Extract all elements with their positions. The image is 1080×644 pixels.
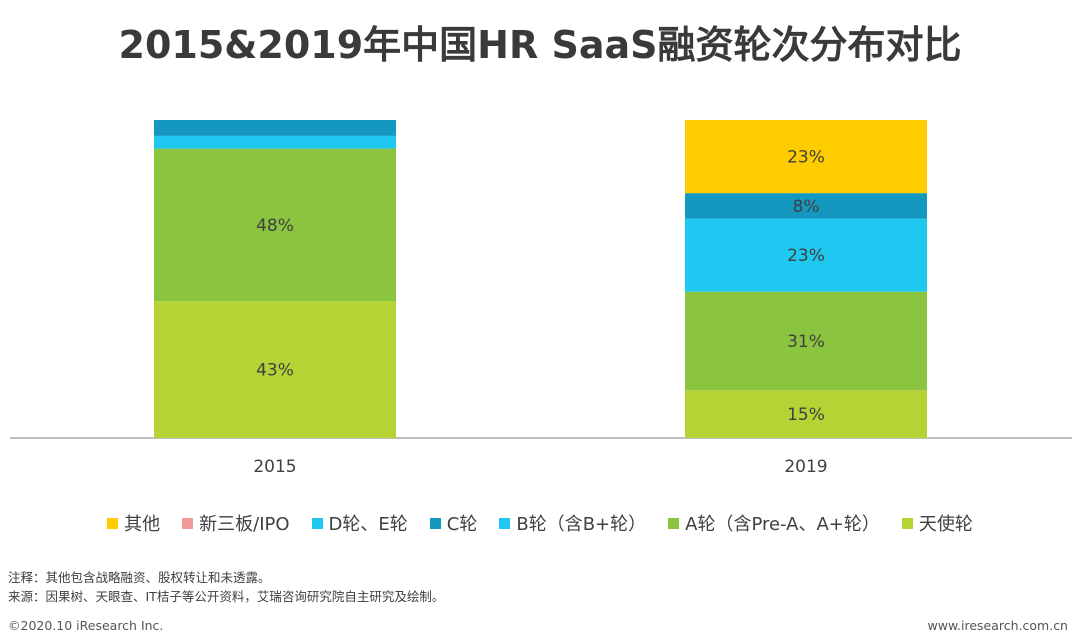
source-text: 来源：因果树、天眼查、IT桔子等公开资料，艾瑞咨询研究院自主研究及绘制。: [8, 589, 445, 604]
bar-segment-2015-A轮（含Pre-A、A+轮）: [154, 148, 396, 302]
data-label-2015-A轮（含Pre-A、A+轮）: 48%: [256, 216, 294, 236]
data-label-2019-其他: 23%: [787, 148, 825, 168]
bar-segment-2019-C轮: [685, 193, 927, 219]
stacked-bar-chart: 43% 48% 2015 15% 31% 23% 8% 23% 2019: [10, 120, 1072, 477]
legend-swatch: [499, 517, 511, 529]
legend-swatch: [107, 517, 119, 529]
notes-block: 注释：其他包含战略融资、股权转让和未透露。 来源：因果树、天眼查、IT桔子等公开…: [8, 568, 444, 606]
legend-item: A轮（含Pre-A、A+轮）: [668, 510, 880, 536]
chart-title: 2015&2019年中国HR SaaS融资轮次分布对比: [118, 23, 962, 67]
note-text: 注释：其他包含战略融资、股权转让和未透露。: [8, 570, 271, 585]
bar-segment-2019-A轮（含Pre-A、A+轮）: [685, 291, 927, 391]
legend-label: C轮: [446, 514, 478, 535]
legend-swatch: [311, 517, 323, 529]
legend-label: 其他: [124, 514, 161, 535]
legend-label: A轮（含Pre-A、A+轮）: [685, 514, 880, 535]
legend-item: 新三板/IPO: [182, 510, 290, 536]
legend-swatch: [901, 517, 913, 529]
chart-legend: 其他 新三板/IPO D轮、E轮 C轮 B轮（含B+轮） A轮（含Pre-A、A+轮） 天使…: [0, 510, 1080, 536]
bar-segment-2019-天使轮: [685, 390, 927, 438]
data-label-2019-A轮（含Pre-A、A+轮）: 31%: [787, 332, 825, 352]
bar-segment-2019-B轮（含B+轮）: [685, 218, 927, 292]
legend-swatch: [429, 517, 441, 529]
legend-swatch: [182, 517, 194, 529]
data-label-2019-B轮（含B+轮）: 23%: [787, 246, 825, 266]
legend-item: 天使轮: [901, 510, 973, 536]
legend-item: C轮: [429, 510, 478, 536]
legend-item: B轮（含B+轮）: [499, 510, 646, 536]
data-label-2019-C轮: 8%: [793, 197, 820, 217]
legend-item: D轮、E轮: [311, 510, 408, 536]
legend-label: D轮、E轮: [328, 514, 408, 535]
x-tick-label-2015: 2015: [253, 457, 296, 477]
x-tick-label-2019: 2019: [784, 457, 827, 477]
legend-label: 新三板/IPO: [199, 514, 290, 535]
bar-segment-2015-C轮: [154, 120, 396, 136]
legend-label: B轮（含B+轮）: [516, 514, 647, 535]
data-label-2019-天使轮: 15%: [787, 405, 825, 425]
bar-segment-2019-其他: [685, 120, 927, 194]
legend-item: 其他: [107, 510, 160, 536]
website-text: www.iresearch.com.cn: [927, 618, 1069, 633]
copyright-text: ©2020.10 iResearch Inc.: [8, 618, 164, 633]
legend-label: 天使轮: [918, 514, 973, 535]
legend-swatch: [668, 517, 680, 529]
data-label-2015-天使轮: 43%: [256, 361, 294, 381]
bar-segment-2015-B轮（含B+轮）: [154, 135, 396, 149]
bar-segment-2015-天使轮: [154, 301, 396, 438]
